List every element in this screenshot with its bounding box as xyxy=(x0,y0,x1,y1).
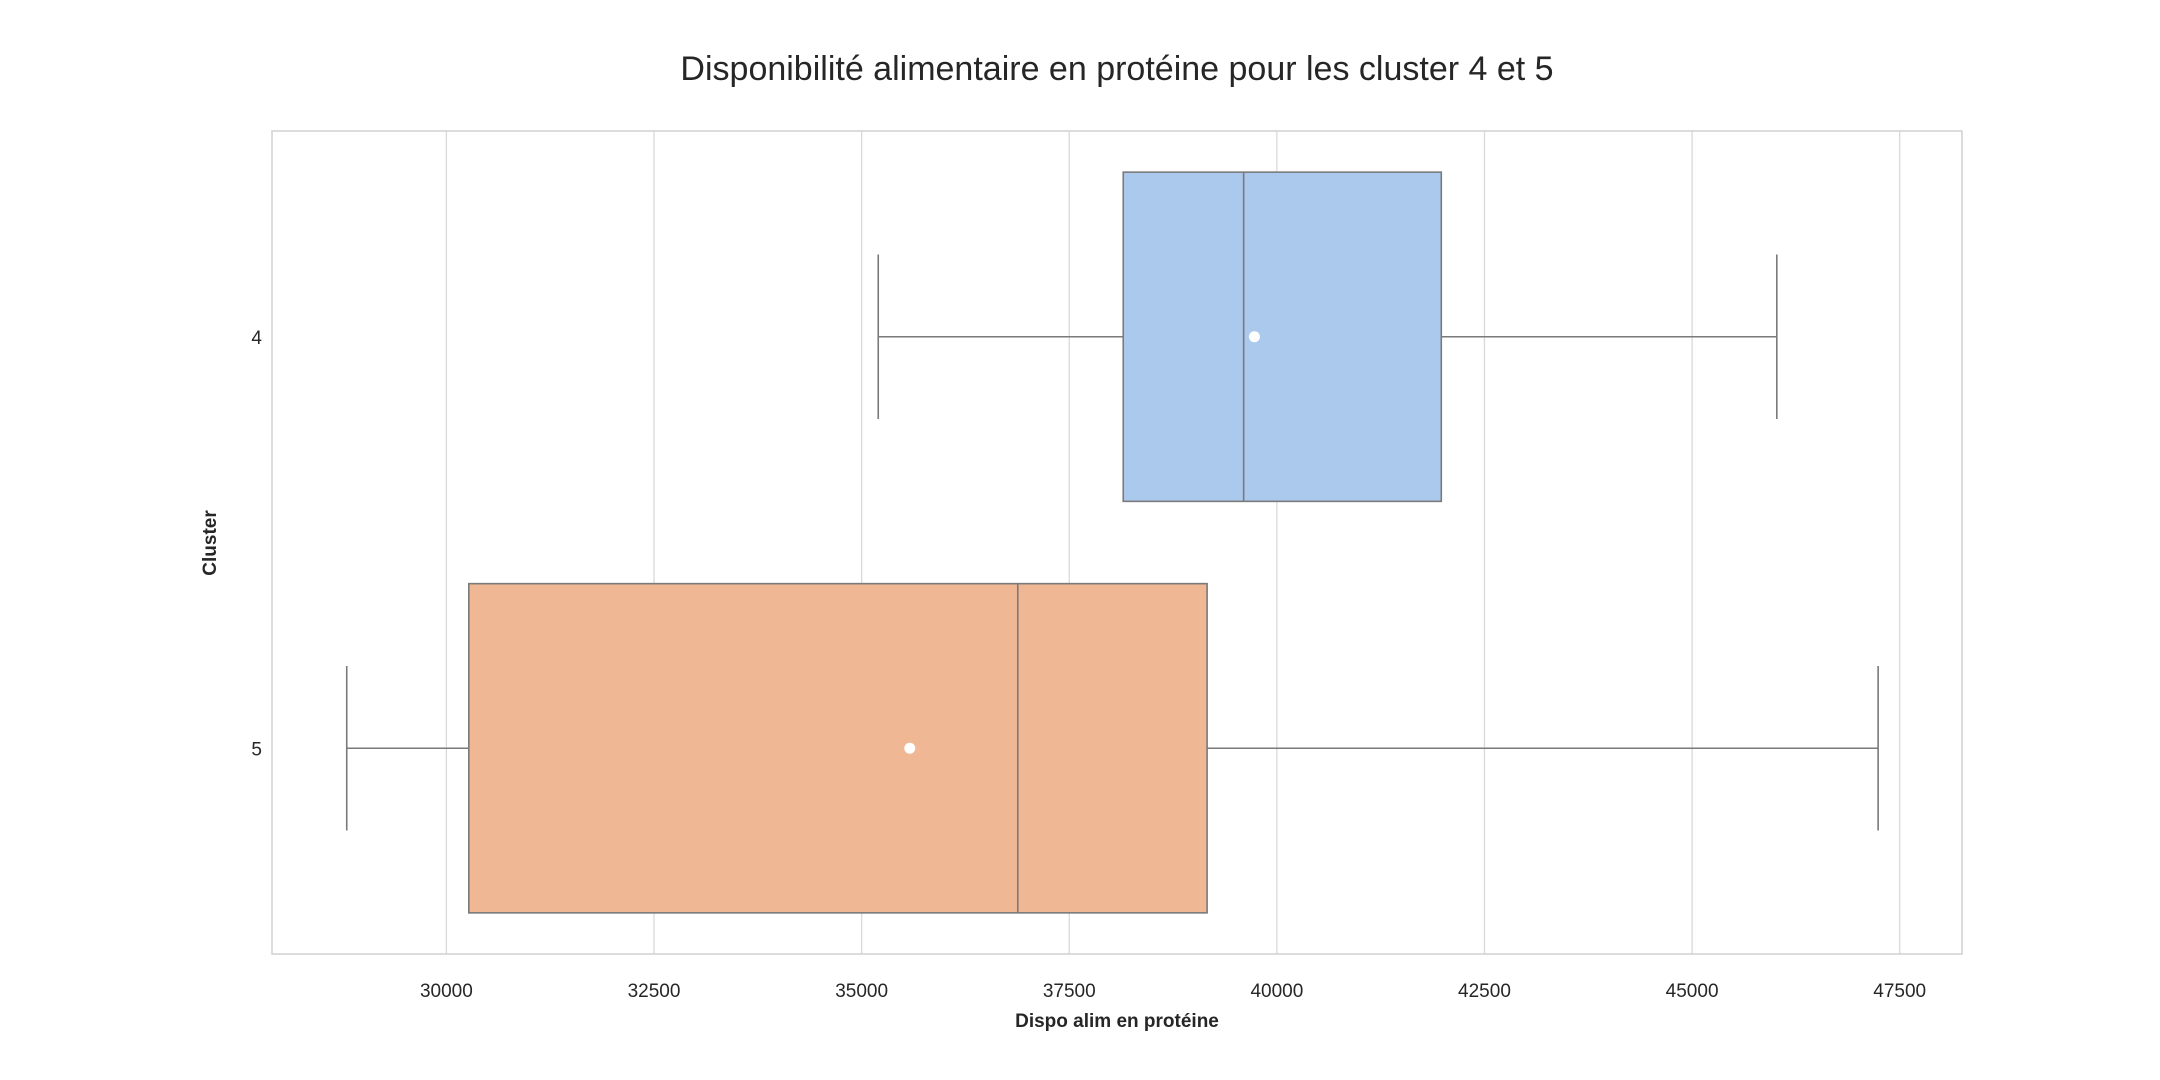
box-cluster-4 xyxy=(877,171,1778,503)
mean-marker xyxy=(904,742,916,754)
y-tick-labels: 45 xyxy=(251,328,262,761)
mean-marker xyxy=(1248,331,1260,343)
boxes xyxy=(345,171,1879,914)
y-tick-label: 4 xyxy=(251,328,262,349)
x-tick-label: 32500 xyxy=(628,981,681,1002)
iqr-box xyxy=(1122,171,1443,503)
x-tick-label: 37500 xyxy=(1043,981,1096,1002)
x-tick-label: 47500 xyxy=(1873,981,1926,1002)
x-tick-labels: 30000 32500 35000 37500 40000 42500 45000 47500 xyxy=(420,981,1926,1002)
y-axis-label: Cluster xyxy=(200,510,221,576)
x-axis-label: Dispo alim en protéine xyxy=(1015,1011,1219,1032)
x-tick-label: 42500 xyxy=(1458,981,1511,1002)
iqr-box xyxy=(468,582,1208,914)
box-cluster-5 xyxy=(345,582,1879,914)
plot-frame xyxy=(271,130,1963,955)
x-tick-label: 35000 xyxy=(835,981,888,1002)
x-tick-label: 45000 xyxy=(1666,981,1719,1002)
x-tick-label: 30000 xyxy=(420,981,473,1002)
chart-title: Disponibilité alimentaire en protéine po… xyxy=(680,50,1553,88)
x-tick-label: 40000 xyxy=(1250,981,1303,1002)
y-tick-label: 5 xyxy=(251,739,262,760)
